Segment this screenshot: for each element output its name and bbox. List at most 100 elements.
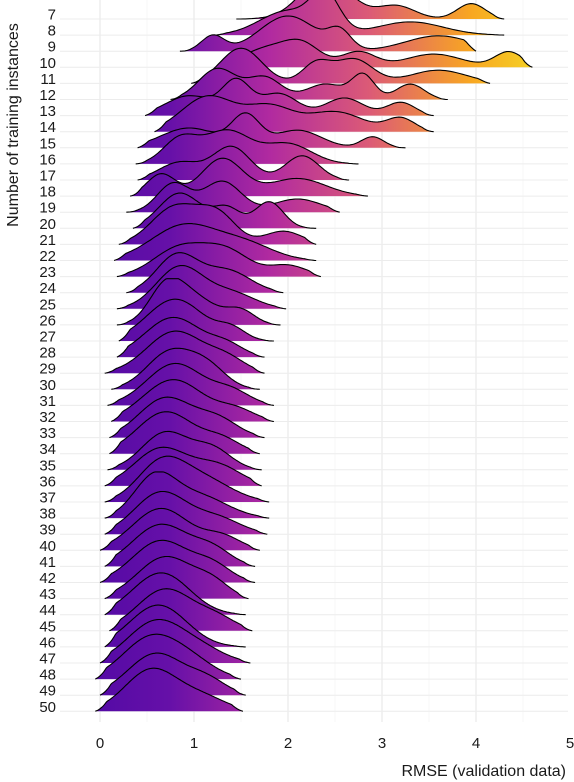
ridge-outline-35 [107, 430, 262, 471]
ridge-outline-11 [191, 47, 491, 84]
x-tick-label: 1 [190, 735, 198, 752]
x-tick-label: 5 [566, 735, 574, 752]
y-tick-label: 31 [39, 393, 56, 410]
y-tick-label: 45 [39, 618, 56, 635]
ridge-outline-45 [109, 588, 253, 632]
ridge-10 [222, 38, 533, 68]
ridge-fill-11 [191, 48, 491, 84]
ridge-outline-27 [118, 298, 274, 342]
ridge-outline-24 [126, 252, 284, 294]
ridge-outline-39 [104, 490, 268, 535]
ridge-outline-12 [170, 67, 448, 101]
ridge-outline-42 [99, 539, 256, 584]
y-tick-label: 39 [39, 522, 56, 539]
y-tick-label: 16 [39, 151, 56, 168]
x-tick-label: 0 [96, 735, 104, 752]
ridge-outline-13 [144, 77, 434, 117]
y-tick-label: 27 [39, 329, 56, 346]
ridge-outline-25 [116, 264, 287, 310]
y-tick-label: 19 [39, 200, 56, 217]
ridge-outline-15 [137, 112, 406, 149]
y-tick-label: 29 [39, 361, 56, 378]
ridge-outline-16 [135, 129, 359, 165]
y-tick-label: 48 [39, 667, 56, 684]
ridge-outline-31 [107, 362, 274, 406]
y-tick-label: 33 [39, 425, 56, 442]
ridge-outline-48 [95, 633, 242, 680]
ridge-outline-47 [99, 618, 251, 664]
y-axis-title: Number of training instances [5, 23, 22, 227]
x-tick-label: 3 [378, 735, 386, 752]
y-tick-label: 8 [48, 23, 56, 40]
ridge-outline-22 [113, 223, 317, 262]
y-tick-label: 35 [39, 457, 56, 474]
ridge-17 [137, 145, 350, 181]
ridge-14 [154, 95, 434, 133]
y-tick-label: 10 [39, 55, 56, 72]
ridge-outline-44 [104, 572, 246, 616]
ridge-fill-9 [179, 16, 476, 52]
ridge-outline-37 [104, 455, 270, 503]
y-tick-label: 18 [39, 184, 56, 201]
y-tick-label: 41 [39, 554, 56, 571]
y-tick-label: 50 [39, 699, 56, 716]
ridge-fill-10 [222, 39, 533, 68]
ridge-outline-14 [154, 95, 434, 133]
y-tick-label: 15 [39, 135, 56, 152]
y-tick-label: 46 [39, 634, 56, 651]
ridge-50 [95, 667, 244, 712]
y-tick-label: 17 [39, 168, 56, 185]
y-tick-label: 21 [39, 232, 56, 249]
ridge-outline-30 [111, 347, 260, 390]
ridge-fill-14 [154, 95, 434, 132]
y-tick-label: 38 [39, 506, 56, 523]
y-tick-label: 9 [48, 39, 56, 56]
ridge-18 [129, 157, 368, 197]
y-tick-label: 34 [39, 441, 56, 458]
ridges [95, 0, 533, 712]
ridge-outline-28 [116, 316, 265, 358]
y-tick-label: 40 [39, 538, 56, 555]
y-tick-label: 22 [39, 248, 56, 265]
y-tick-label: 30 [39, 377, 56, 394]
x-tick-labels: 0 1 2 3 4 5 [96, 735, 574, 752]
y-tick-label: 44 [39, 602, 56, 619]
ridge-outline-21 [118, 203, 317, 245]
y-tick-label: 24 [39, 280, 56, 297]
ridge-outline-46 [104, 604, 246, 648]
ridge-outline-43 [104, 555, 249, 600]
ridge-11 [191, 47, 491, 84]
y-tick-label: 12 [39, 87, 56, 104]
y-tick-label: 20 [39, 216, 56, 233]
ridge-outline-50 [95, 667, 244, 712]
ridge-outline-8 [214, 0, 505, 36]
y-tick-label: 11 [40, 71, 56, 88]
ridge-outline-20 [132, 192, 317, 229]
x-tick-label: 2 [284, 735, 292, 752]
ridge-9 [179, 15, 477, 52]
ridge-outline-18 [129, 157, 368, 197]
y-tick-label: 42 [39, 570, 56, 587]
y-tick-labels: 7891011121314151617181920212223242526272… [39, 7, 56, 716]
ridge-outline-17 [137, 145, 350, 181]
y-tick-label: 23 [39, 264, 56, 281]
y-tick-label: 14 [39, 119, 56, 136]
ridge-outline-34 [109, 411, 260, 455]
ridge-fill-17 [137, 146, 350, 180]
y-tick-label: 32 [39, 409, 56, 426]
ridge-outline-19 [126, 180, 340, 213]
ridge-outline-23 [116, 242, 322, 278]
y-tick-label: 43 [39, 586, 56, 603]
ridge-outline-33 [109, 396, 265, 439]
y-tick-label: 28 [39, 345, 56, 362]
y-tick-label: 13 [39, 103, 56, 120]
y-tick-label: 36 [39, 473, 56, 490]
y-tick-label: 7 [48, 7, 56, 24]
x-tick-label: 4 [472, 735, 480, 752]
ridge-outline-32 [111, 379, 274, 423]
ridge-fill-18 [130, 158, 368, 197]
y-tick-label: 37 [39, 490, 56, 507]
ridge-fill-50 [95, 668, 243, 712]
ridge-outline-41 [104, 523, 256, 567]
